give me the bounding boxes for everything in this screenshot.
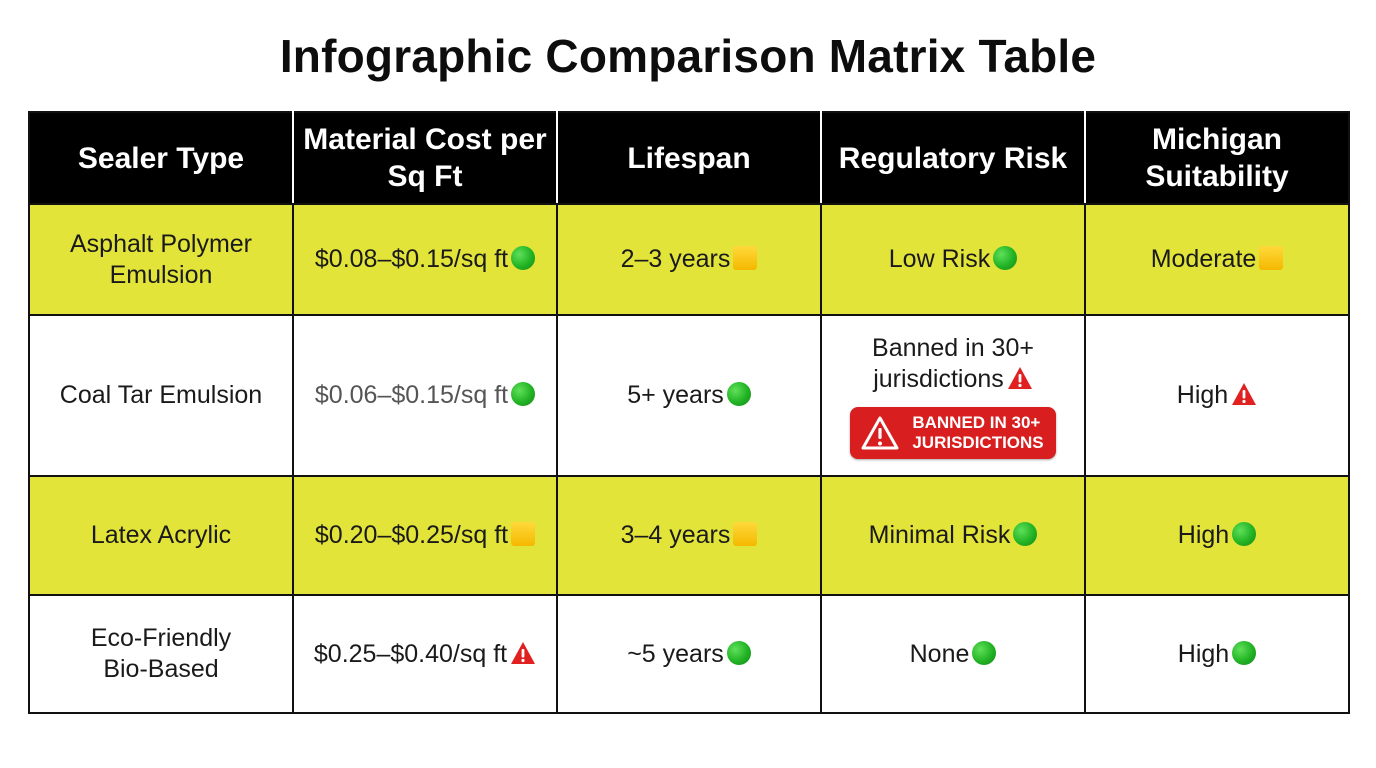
- suitability-text: Moderate: [1150, 245, 1257, 273]
- green-circle-icon: [1232, 522, 1257, 547]
- header-regulatory-risk: Regulatory Risk: [820, 111, 1086, 205]
- cell-sealer-type: Latex Acrylic: [28, 475, 294, 596]
- table-row: Asphalt Polymer Emulsion $0.08–$0.15/sq …: [28, 203, 1350, 316]
- green-circle-icon: [511, 246, 536, 271]
- cell-suitability: High: [1084, 314, 1350, 477]
- suitability-text: High: [1176, 381, 1229, 409]
- table-header-row: Sealer Type Material Cost per Sq Ft Life…: [28, 111, 1350, 205]
- header-michigan-suitability: Michigan Suitability: [1084, 111, 1350, 205]
- yellow-square-icon: [733, 522, 758, 547]
- green-circle-icon: [726, 382, 751, 407]
- risk-text: Low Risk: [888, 245, 991, 273]
- cell-suitability: High: [1084, 475, 1350, 596]
- cost-text: $0.06–$0.15/sq ft: [314, 381, 509, 409]
- cell-lifespan: 3–4 years: [556, 475, 822, 596]
- green-circle-icon: [993, 246, 1018, 271]
- yellow-square-icon: [511, 522, 536, 547]
- lifespan-text: 2–3 years: [620, 245, 731, 273]
- cell-suitability: High: [1084, 594, 1350, 714]
- cell-suitability: Moderate: [1084, 203, 1350, 316]
- risk-text: Minimal Risk: [868, 521, 1011, 549]
- suitability-text: High: [1177, 521, 1230, 549]
- sealer-type-text: Coal Tar Emulsion: [59, 381, 263, 409]
- suitability-text: High: [1177, 639, 1230, 668]
- cell-lifespan: 2–3 years: [556, 203, 822, 316]
- page-title: Infographic Comparison Matrix Table: [279, 30, 1097, 82]
- cell-cost: $0.08–$0.15/sq ft: [292, 203, 558, 316]
- sealer-type-text: Eco-Friendly Bio-Based: [90, 624, 232, 683]
- sealer-type-text: Asphalt Polymer Emulsion: [69, 229, 253, 289]
- table-row: Latex Acrylic $0.20–$0.25/sq ft 3–4 year…: [28, 475, 1350, 596]
- cell-sealer-type: Coal Tar Emulsion: [28, 314, 294, 477]
- badge-label: BANNED IN 30+ JURISDICTIONS: [912, 412, 1044, 452]
- green-circle-icon: [511, 382, 536, 407]
- warning-outline-icon: [861, 416, 899, 449]
- green-circle-icon: [1013, 522, 1038, 547]
- banned-badge: BANNED IN 30+ JURISDICTIONS: [850, 406, 1056, 459]
- cell-risk: Low Risk: [820, 203, 1086, 316]
- green-circle-icon: [726, 640, 751, 665]
- warning-icon: [511, 641, 536, 664]
- cell-sealer-type: Asphalt Polymer Emulsion: [28, 203, 294, 316]
- cell-risk: None: [820, 594, 1086, 714]
- sealer-type-text: Latex Acrylic: [90, 521, 232, 549]
- cell-risk: Banned in 30+ jurisdictions BANNED IN 30…: [820, 314, 1086, 477]
- cell-cost: $0.25–$0.40/sq ft: [292, 594, 558, 714]
- green-circle-icon: [972, 640, 997, 665]
- cost-text: $0.20–$0.25/sq ft: [314, 521, 509, 549]
- warning-icon: [1232, 383, 1257, 406]
- cell-cost: $0.20–$0.25/sq ft: [292, 475, 558, 596]
- yellow-square-icon: [733, 246, 758, 271]
- cell-cost: $0.06–$0.15/sq ft: [292, 314, 558, 477]
- cell-sealer-type: Eco-Friendly Bio-Based: [28, 594, 294, 714]
- header-material-cost: Material Cost per Sq Ft: [292, 111, 558, 205]
- cost-text: $0.08–$0.15/sq ft: [314, 245, 509, 273]
- cell-risk: Minimal Risk: [820, 475, 1086, 596]
- cell-lifespan: ~5 years: [556, 594, 822, 714]
- warning-icon: [1007, 366, 1032, 389]
- lifespan-text: 3–4 years: [620, 521, 731, 549]
- header-lifespan: Lifespan: [556, 111, 822, 205]
- comparison-table: Sealer Type Material Cost per Sq Ft Life…: [28, 111, 1350, 714]
- risk-text: Banned in 30+ jurisdictions: [872, 333, 1034, 393]
- green-circle-icon: [1232, 640, 1257, 665]
- yellow-square-icon: [1259, 246, 1284, 271]
- lifespan-text: ~5 years: [627, 639, 724, 668]
- table-row: Eco-Friendly Bio-Based $0.25–$0.40/sq ft…: [28, 594, 1350, 714]
- table-row: Coal Tar Emulsion $0.06–$0.15/sq ft 5+ y…: [28, 314, 1350, 477]
- cell-lifespan: 5+ years: [556, 314, 822, 477]
- risk-text: None: [909, 639, 970, 668]
- lifespan-text: 5+ years: [627, 381, 724, 409]
- header-sealer-type: Sealer Type: [28, 111, 294, 205]
- cost-text: $0.25–$0.40/sq ft: [313, 639, 508, 668]
